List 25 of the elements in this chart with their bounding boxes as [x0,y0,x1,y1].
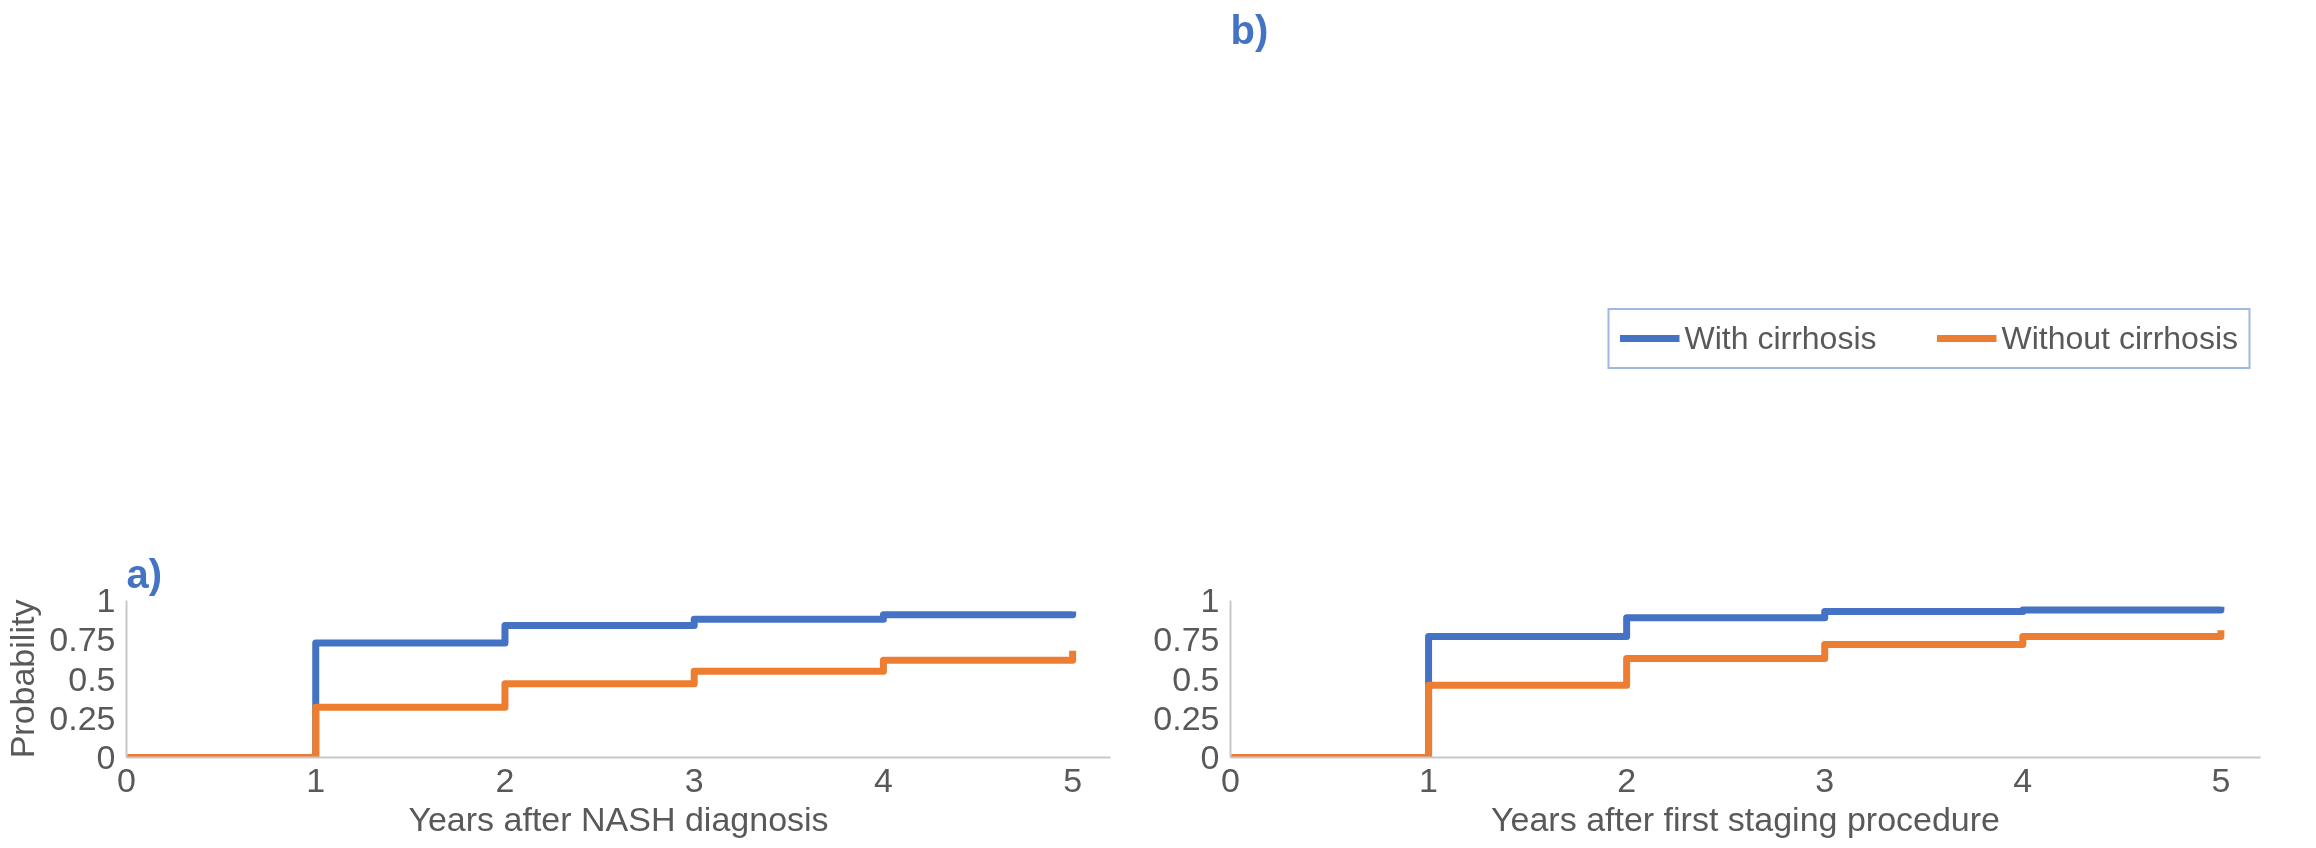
chart-title: a) [126,551,163,596]
x-tick-label: 4 [2013,760,2033,799]
y-tick-label: 0.75 [49,620,116,659]
x-tick-label: 2 [495,760,515,799]
y-tick-label: 0.25 [49,698,116,737]
legend-label: With cirrhosis [1684,319,1877,357]
x-tick-label: 1 [306,760,326,799]
x-tick-label: 5 [2211,760,2231,799]
y-axis-title: Probability [3,599,42,759]
x-axis-title: Years after first staging procedure [1490,799,2001,838]
chart-title: b) [1230,7,1269,52]
y-tick-label: 0.75 [1153,620,1220,659]
x-axis-title: Years after NASH diagnosis [408,799,829,838]
y-tick-label: 0.5 [1172,659,1220,698]
x-tick-label: 5 [1063,760,1083,799]
y-tick-label: 0.5 [68,659,116,698]
x-tick-label: 4 [873,760,893,799]
x-tick-label: 3 [1815,760,1835,799]
x-tick-label: 3 [684,760,704,799]
x-tick-label: 2 [1617,760,1637,799]
y-tick-label: 0.25 [1153,698,1220,737]
y-tick-label: 1 [96,581,116,619]
y-tick-label: 1 [1200,581,1220,619]
x-tick-label: 1 [1419,760,1439,799]
legend-label: Without cirrhosis [2001,319,2238,357]
